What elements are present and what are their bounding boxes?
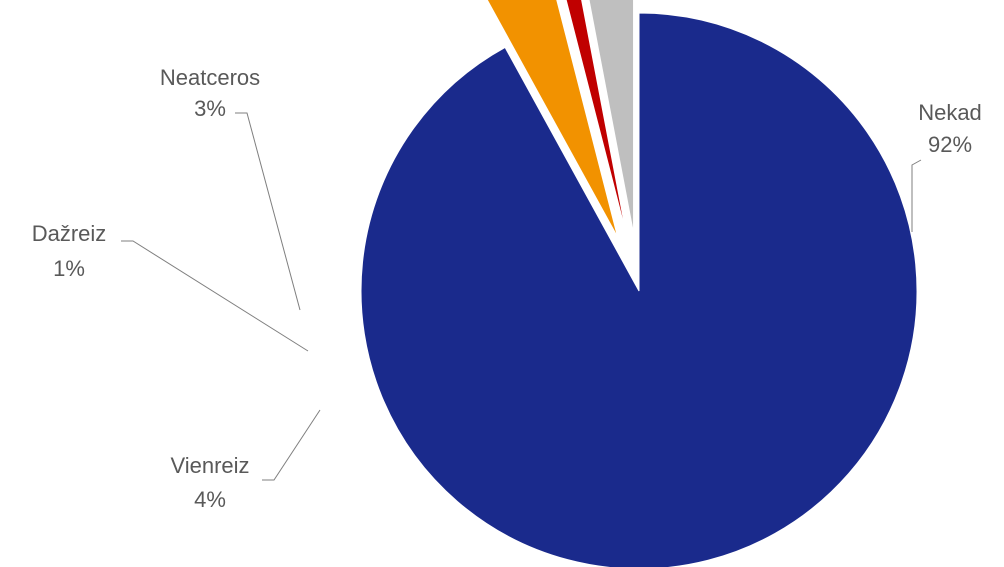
leader-line-dažreiz [121, 240, 309, 352]
data-label-percent: 4% [194, 487, 226, 512]
data-label-dažreiz: Dažreiz 1% [32, 221, 107, 281]
pie-slice-neatceros [588, 0, 635, 234]
pie-slices [360, 0, 918, 567]
data-label-percent: 92% [928, 132, 972, 157]
data-label-category: Vienreiz [170, 453, 249, 478]
leader-lines [121, 112, 922, 481]
data-label-nekad: Nekad 92% [918, 100, 982, 157]
pie-slice-vienreiz [486, 0, 619, 238]
leader-line-nekad [911, 159, 922, 232]
data-label-category: Neatceros [160, 65, 260, 90]
data-label-percent: 1% [53, 256, 85, 281]
data-label-percent: 3% [194, 96, 226, 121]
data-label-category: Dažreiz [32, 221, 107, 246]
leader-line-neatceros [235, 112, 301, 311]
pie-slice-dažreiz [565, 0, 627, 235]
data-labels: Nekad 92% Vienreiz 4% Dažreiz 1% Neatceros 3% [32, 65, 982, 512]
data-label-category: Nekad [918, 100, 982, 125]
data-label-neatceros: Neatceros 3% [160, 65, 260, 121]
data-label-vienreiz: Vienreiz 4% [170, 453, 249, 512]
leader-line-vienreiz [262, 409, 321, 481]
pie-slice-nekad [360, 12, 918, 567]
